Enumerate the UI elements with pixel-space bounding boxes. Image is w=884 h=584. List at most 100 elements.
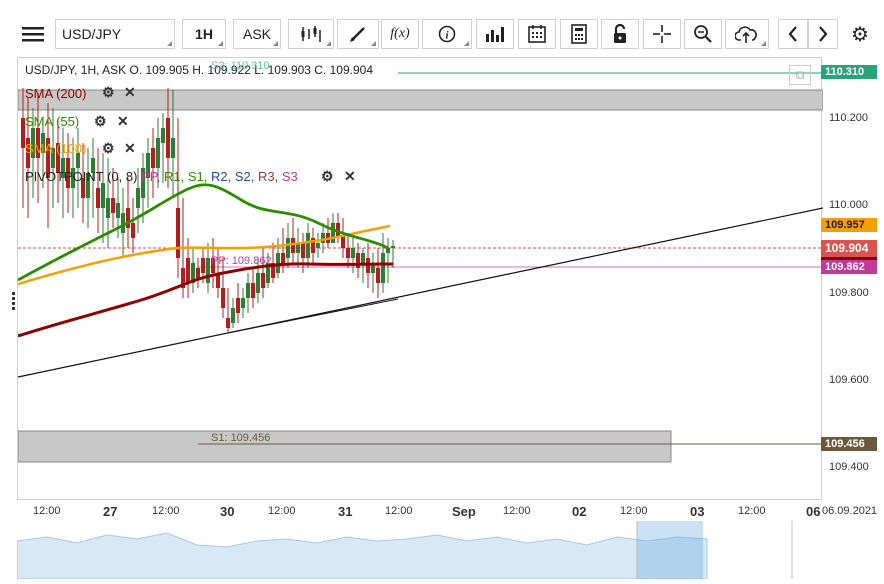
price-type-selector[interactable]: ASK bbox=[233, 19, 281, 49]
scroll-left-button[interactable] bbox=[778, 19, 808, 49]
sma55-legend: SMA (55) bbox=[25, 114, 80, 129]
crosshair-icon bbox=[653, 25, 671, 43]
candle-body bbox=[176, 208, 180, 258]
time-tick: 06.09.2021 bbox=[822, 505, 878, 517]
candle-body bbox=[76, 153, 80, 168]
candle-body bbox=[371, 263, 375, 273]
last-price-tag: 109.904 bbox=[821, 240, 877, 257]
candle-body bbox=[386, 248, 390, 253]
time-tick: Sep bbox=[452, 504, 476, 519]
candle-body bbox=[101, 183, 105, 208]
navigator-window[interactable] bbox=[637, 521, 703, 579]
time-tick: 12:00 bbox=[503, 505, 531, 517]
sma200-settings-icon[interactable]: ⚙ bbox=[102, 84, 115, 100]
s2-overlap-label: S2: 110.310 bbox=[211, 60, 270, 72]
candle-body bbox=[261, 273, 265, 288]
draw-tool-button[interactable] bbox=[337, 19, 379, 49]
candle-body bbox=[181, 268, 185, 288]
candle-body bbox=[246, 283, 250, 298]
support-zone bbox=[18, 430, 672, 463]
bar-chart-icon bbox=[486, 27, 504, 42]
resistance-zone bbox=[18, 89, 823, 111]
candle-body bbox=[46, 138, 50, 178]
candle-body bbox=[131, 223, 135, 238]
pivot-s3: S3 bbox=[281, 169, 298, 184]
info-button[interactable]: i bbox=[422, 19, 472, 49]
sma100-legend: SMA (100) bbox=[25, 141, 87, 156]
candle-body bbox=[186, 258, 190, 283]
candle-body bbox=[166, 118, 170, 158]
trend-line bbox=[18, 207, 823, 378]
pivot-name: PIVOTPOINT (0, 8) bbox=[25, 169, 138, 184]
time-tick: 30 bbox=[220, 504, 235, 519]
candle-body bbox=[61, 158, 65, 178]
lock-button[interactable] bbox=[601, 19, 639, 49]
candle-body bbox=[136, 188, 140, 208]
svg-text:i: i bbox=[445, 30, 449, 42]
scroll-right-button[interactable] bbox=[808, 19, 838, 49]
time-tick: 12:00 bbox=[738, 505, 766, 517]
indicators-button[interactable]: f(x) bbox=[381, 19, 419, 49]
time-tick: 02 bbox=[572, 504, 587, 519]
calendar-icon bbox=[528, 25, 546, 43]
sma200-line bbox=[18, 262, 394, 338]
price-chart-area[interactable]: USD/JPY, 1H, ASK O. 109.905 H. 109.922 L… bbox=[17, 57, 823, 548]
price-tick: 109.800 bbox=[829, 287, 869, 299]
candle-body bbox=[81, 178, 85, 198]
sma100-settings-icon[interactable]: ⚙ bbox=[102, 140, 115, 156]
navigator-overview[interactable] bbox=[16, 521, 822, 580]
price-tick: 110.000 bbox=[829, 199, 868, 211]
cloud-upload-icon bbox=[735, 26, 757, 43]
price-tick: 110.200 bbox=[829, 112, 868, 124]
pp-price-tag: 109.862 bbox=[821, 260, 877, 274]
side-panel-handle[interactable] bbox=[12, 290, 16, 320]
calculator-button[interactable] bbox=[560, 19, 598, 49]
candle-body bbox=[191, 263, 195, 283]
sma55-close-icon[interactable]: ✕ bbox=[117, 113, 129, 129]
pivot-close-icon[interactable]: ✕ bbox=[344, 168, 356, 184]
pivot-settings-icon[interactable]: ⚙ bbox=[321, 168, 334, 184]
candle-body bbox=[221, 288, 225, 308]
price-type-label: ASK bbox=[242, 26, 271, 42]
zoom-button[interactable] bbox=[684, 19, 722, 49]
candle-body bbox=[86, 173, 90, 198]
candle-body bbox=[161, 128, 165, 143]
pivot-pp: PP, bbox=[141, 169, 161, 184]
candle-body bbox=[306, 233, 310, 258]
candle-body bbox=[376, 268, 380, 283]
candle-body bbox=[251, 283, 255, 298]
sma100-close-icon[interactable]: ✕ bbox=[124, 140, 136, 156]
time-tick: 12:00 bbox=[620, 505, 648, 517]
maximize-button[interactable]: ⧉ bbox=[789, 65, 811, 85]
candle-body bbox=[171, 138, 175, 158]
timeframe-selector[interactable]: 1H bbox=[182, 19, 226, 49]
candle-body bbox=[36, 128, 40, 158]
sma200-close-icon[interactable]: ✕ bbox=[124, 84, 136, 100]
time-tick: 31 bbox=[338, 504, 353, 519]
candle-body bbox=[196, 268, 200, 278]
symbol-selector[interactable]: USD/JPY bbox=[55, 19, 175, 49]
candle-body bbox=[281, 253, 285, 263]
candle-body bbox=[296, 243, 300, 253]
settings-button[interactable]: ⚙ bbox=[843, 19, 877, 49]
sma100-line bbox=[18, 224, 391, 286]
crosshair-button[interactable] bbox=[643, 19, 681, 49]
hamburger-icon bbox=[22, 27, 44, 42]
time-tick: 27 bbox=[103, 504, 118, 519]
ohlc-readout: USD/JPY, 1H, ASK O. 109.905 H. 109.922 L… bbox=[25, 63, 374, 77]
candle-body bbox=[301, 243, 305, 258]
candle-body bbox=[21, 118, 25, 148]
sma55-line bbox=[18, 183, 389, 282]
trend-line-lower bbox=[227, 298, 399, 334]
pivot-r3: R3, bbox=[257, 169, 279, 184]
menu-button[interactable] bbox=[14, 19, 52, 49]
candle-body bbox=[146, 153, 150, 178]
volume-button[interactable] bbox=[476, 19, 514, 49]
candle-body bbox=[311, 238, 315, 253]
chart-type-button[interactable] bbox=[288, 19, 334, 49]
calendar-button[interactable] bbox=[518, 19, 556, 49]
cloud-save-button[interactable] bbox=[725, 19, 769, 49]
s1-price-tag: 109.456 bbox=[821, 437, 877, 451]
candle-body bbox=[271, 263, 275, 278]
sma55-settings-icon[interactable]: ⚙ bbox=[94, 113, 107, 129]
